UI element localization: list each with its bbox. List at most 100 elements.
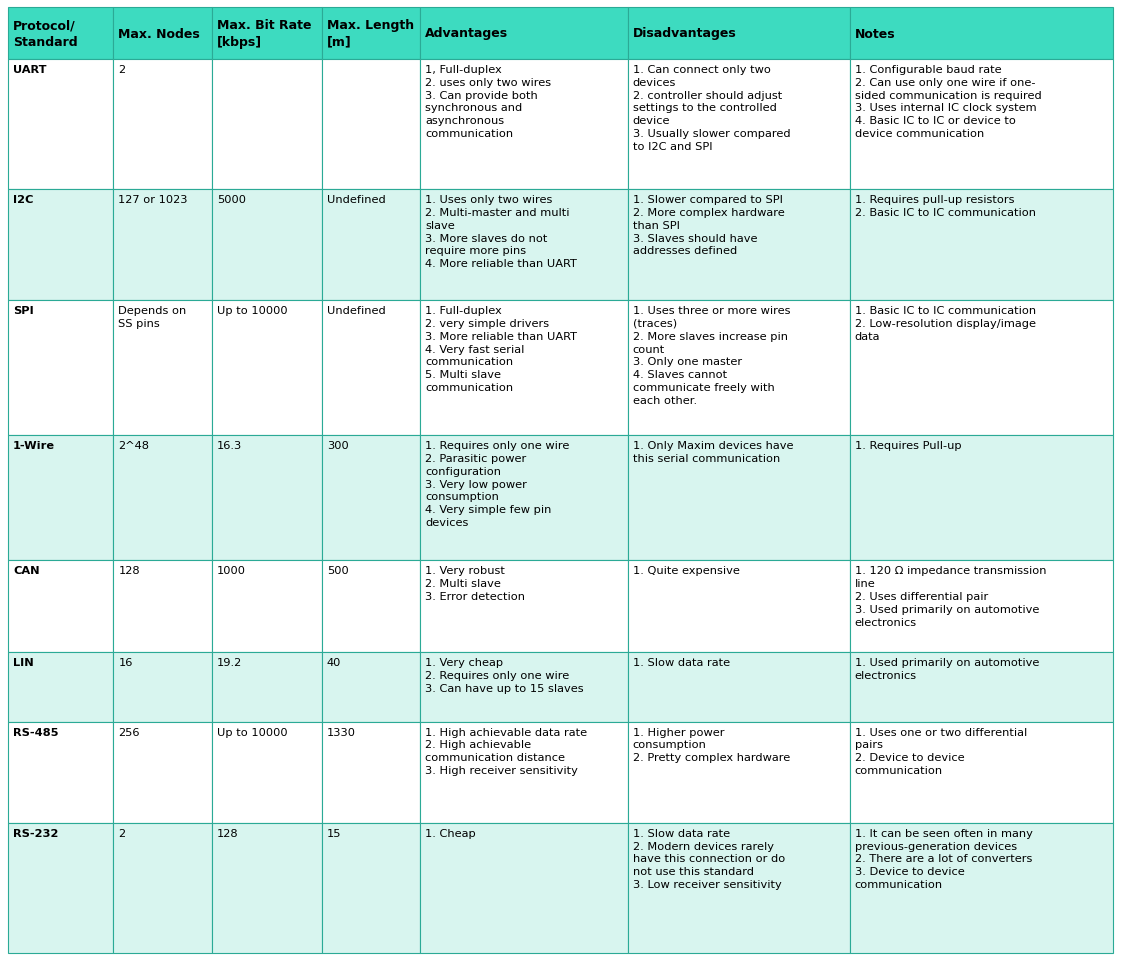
- Text: 2: 2: [119, 828, 126, 838]
- Bar: [113, 823, 212, 953]
- Text: 1. Requires pull-up resistors
2. Basic IC to IC communication: 1. Requires pull-up resistors 2. Basic I…: [854, 195, 1036, 218]
- Bar: [420, 60, 628, 190]
- Bar: [8, 823, 113, 953]
- Text: 1. Can connect only two
devices
2. controller should adjust
settings to the cont: 1. Can connect only two devices 2. contr…: [632, 65, 790, 152]
- Bar: [420, 301, 628, 435]
- Text: 1. Only Maxim devices have
this serial communication: 1. Only Maxim devices have this serial c…: [632, 441, 794, 463]
- Text: Undefined: Undefined: [327, 195, 386, 205]
- Bar: [113, 722, 212, 823]
- Bar: [850, 190, 1113, 301]
- Text: 1. It can be seen often in many
previous-generation devices
2. There are a lot o: 1. It can be seen often in many previous…: [854, 828, 1032, 889]
- Bar: [420, 722, 628, 823]
- Text: Max. Bit Rate
[kbps]: Max. Bit Rate [kbps]: [217, 19, 312, 49]
- Bar: [420, 561, 628, 653]
- Text: Disadvantages: Disadvantages: [632, 28, 736, 40]
- Bar: [8, 301, 113, 435]
- Bar: [113, 653, 212, 722]
- Bar: [212, 722, 322, 823]
- Bar: [850, 561, 1113, 653]
- Text: 1. Uses one or two differential
pairs
2. Device to device
communication: 1. Uses one or two differential pairs 2.…: [854, 727, 1027, 776]
- Bar: [8, 561, 113, 653]
- Bar: [420, 8, 628, 60]
- Text: RS-485: RS-485: [13, 727, 58, 737]
- Text: RS-232: RS-232: [13, 828, 58, 838]
- Text: SPI: SPI: [13, 306, 34, 316]
- Text: 500: 500: [327, 566, 349, 576]
- Bar: [8, 653, 113, 722]
- Bar: [8, 435, 113, 561]
- Text: Advantages: Advantages: [425, 28, 509, 40]
- Text: 2: 2: [119, 65, 126, 75]
- Text: 1. 120 Ω impedance transmission
line
2. Uses differential pair
3. Used primarily: 1. 120 Ω impedance transmission line 2. …: [854, 566, 1046, 627]
- Text: 1, Full-duplex
2. uses only two wires
3. Can provide both
synchronous and
asynch: 1, Full-duplex 2. uses only two wires 3.…: [425, 65, 552, 138]
- Text: 1. Configurable baud rate
2. Can use only one wire if one-
sided communication i: 1. Configurable baud rate 2. Can use onl…: [854, 65, 1041, 138]
- Bar: [113, 561, 212, 653]
- Text: 1. Slow data rate: 1. Slow data rate: [632, 657, 730, 667]
- Text: 1. Very cheap
2. Requires only one wire
3. Can have up to 15 slaves: 1. Very cheap 2. Requires only one wire …: [425, 657, 584, 693]
- Bar: [628, 190, 850, 301]
- Text: Undefined: Undefined: [327, 306, 386, 316]
- Text: Up to 10000: Up to 10000: [217, 306, 288, 316]
- Text: Depends on
SS pins: Depends on SS pins: [119, 306, 186, 329]
- Bar: [212, 60, 322, 190]
- Bar: [322, 60, 420, 190]
- Bar: [322, 561, 420, 653]
- Text: 1. Uses only two wires
2. Multi-master and multi
slave
3. More slaves do not
req: 1. Uses only two wires 2. Multi-master a…: [425, 195, 577, 269]
- Bar: [628, 561, 850, 653]
- Text: 1. Cheap: 1. Cheap: [425, 828, 476, 838]
- Bar: [850, 60, 1113, 190]
- Bar: [322, 823, 420, 953]
- Text: 40: 40: [327, 657, 341, 667]
- Bar: [212, 653, 322, 722]
- Bar: [628, 8, 850, 60]
- Text: 127 or 1023: 127 or 1023: [119, 195, 188, 205]
- Text: 16: 16: [119, 657, 132, 667]
- Text: 1000: 1000: [217, 566, 245, 576]
- Text: 2^48: 2^48: [119, 441, 149, 451]
- Text: CAN: CAN: [13, 566, 39, 576]
- Text: UART: UART: [13, 65, 46, 75]
- Bar: [322, 190, 420, 301]
- Bar: [212, 8, 322, 60]
- Bar: [322, 653, 420, 722]
- Bar: [850, 653, 1113, 722]
- Bar: [8, 60, 113, 190]
- Text: 1. Full-duplex
2. very simple drivers
3. More reliable than UART
4. Very fast se: 1. Full-duplex 2. very simple drivers 3.…: [425, 306, 577, 392]
- Text: 128: 128: [217, 828, 239, 838]
- Bar: [322, 435, 420, 561]
- Text: 1. Used primarily on automotive
electronics: 1. Used primarily on automotive electron…: [854, 657, 1039, 680]
- Bar: [113, 60, 212, 190]
- Bar: [850, 435, 1113, 561]
- Text: 1. Basic IC to IC communication
2. Low-resolution display/image
data: 1. Basic IC to IC communication 2. Low-r…: [854, 306, 1036, 341]
- Text: 1. High achievable data rate
2. High achievable
communication distance
3. High r: 1. High achievable data rate 2. High ach…: [425, 727, 587, 776]
- Bar: [850, 823, 1113, 953]
- Bar: [212, 190, 322, 301]
- Bar: [212, 435, 322, 561]
- Text: 256: 256: [119, 727, 140, 737]
- Bar: [628, 722, 850, 823]
- Bar: [322, 301, 420, 435]
- Bar: [322, 8, 420, 60]
- Bar: [420, 653, 628, 722]
- Bar: [8, 722, 113, 823]
- Text: 1. Quite expensive: 1. Quite expensive: [632, 566, 740, 576]
- Text: 5000: 5000: [217, 195, 245, 205]
- Text: 128: 128: [119, 566, 140, 576]
- Bar: [8, 8, 113, 60]
- Text: 1. Requires only one wire
2. Parasitic power
configuration
3. Very low power
con: 1. Requires only one wire 2. Parasitic p…: [425, 441, 569, 528]
- Bar: [322, 722, 420, 823]
- Text: 1. Very robust
2. Multi slave
3. Error detection: 1. Very robust 2. Multi slave 3. Error d…: [425, 566, 526, 602]
- Text: 1. Slower compared to SPI
2. More complex hardware
than SPI
3. Slaves should hav: 1. Slower compared to SPI 2. More comple…: [632, 195, 785, 257]
- Bar: [628, 60, 850, 190]
- Text: 15: 15: [327, 828, 341, 838]
- Text: 19.2: 19.2: [217, 657, 242, 667]
- Text: 1. Requires Pull-up: 1. Requires Pull-up: [854, 441, 962, 451]
- Text: Max. Length
[m]: Max. Length [m]: [327, 19, 414, 49]
- Text: 16.3: 16.3: [217, 441, 242, 451]
- Text: 1330: 1330: [327, 727, 355, 737]
- Text: Up to 10000: Up to 10000: [217, 727, 288, 737]
- Bar: [212, 301, 322, 435]
- Bar: [850, 8, 1113, 60]
- Text: Notes: Notes: [854, 28, 896, 40]
- Bar: [8, 190, 113, 301]
